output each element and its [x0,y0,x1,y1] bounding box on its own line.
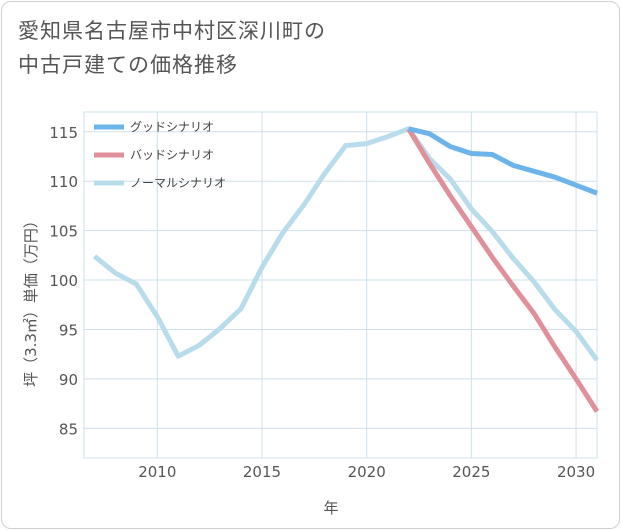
x-tick-label: 2010 [138,463,176,481]
plot-area [83,111,598,459]
x-tick-label: 2015 [243,463,281,481]
chart-title-line-2: 中古戸建ての価格推移 [18,53,238,77]
y-tick-label: 115 [49,124,78,142]
y-tick-label: 95 [59,321,78,339]
x-tick-label: 2025 [452,463,490,481]
series-line-1 [406,127,600,413]
x-axis-ticks: 2010 2015 2020 2025 2030 [138,463,595,481]
y-tick-label: 100 [49,272,78,290]
chart-title-line-1: 愛知県名古屋市中村区深川町の [18,19,326,43]
y-tick-label: 85 [59,420,78,438]
series-lines [92,126,600,413]
legend-label-1: バッドシナリオ [130,148,214,162]
y-tick-label: 105 [49,223,78,241]
x-tick-label: 2030 [557,463,595,481]
chart-title: 愛知県名古屋市中村区深川町の 中古戸建ての価格推移 [18,14,578,82]
series-line-0 [408,126,598,196]
legend-label-2: ノーマルシナリオ [130,176,226,190]
x-axis-label: 年 [323,499,338,517]
y-tick-label: 110 [49,173,78,191]
y-tick-label: 90 [59,371,78,389]
y-axis-label: 坪（3.3㎡）単価（万円） [22,213,40,387]
grid-lines [83,111,598,459]
legend-label-0: グッドシナリオ [130,120,214,134]
x-tick-label: 2020 [348,463,386,481]
y-axis-ticks: 85 90 95 100 105 110 115 [49,124,78,439]
series-line-2 [92,126,600,362]
